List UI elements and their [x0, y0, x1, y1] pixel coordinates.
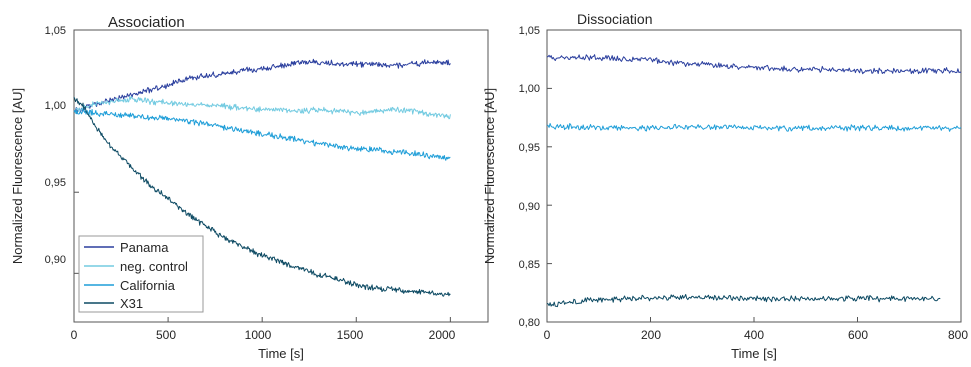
y-tick-label: 0,95 [45, 177, 66, 189]
y-tick-label: 0,95 [519, 142, 540, 154]
x-axis-label: Time [s] [731, 346, 777, 361]
y-tick-label: 0,90 [519, 201, 540, 213]
y-tick-labels: 0,80 0,85 0,90 0,95 1,00 1,05 [519, 25, 540, 329]
x-tick-label: 1000 [245, 328, 272, 342]
x-tick-label: 0 [544, 328, 551, 342]
x-tick-label: 400 [744, 328, 764, 342]
y-tick-label: 0,85 [519, 259, 540, 271]
x-tick-label: 2000 [429, 328, 456, 342]
x-axis-label: Time [s] [258, 346, 304, 361]
legend: Panama neg. control California X31 [78, 235, 204, 313]
axis-ticks [546, 29, 962, 323]
chart-title: Dissociation [577, 11, 652, 27]
x-tick-label: 800 [948, 328, 968, 342]
y-tick-label: 1,05 [519, 25, 540, 37]
y-tick-label: 0,90 [45, 254, 66, 266]
x-tick-label: 600 [848, 328, 868, 342]
series-line-trace-2 [546, 123, 962, 132]
chart-title: Association [108, 14, 185, 31]
dissociation-chart: Dissociation Time [s] Normalized Fluores… [482, 11, 968, 361]
series-group [73, 58, 451, 297]
y-tick-labels: 0,90 0,95 1,00 1,05 [45, 25, 66, 266]
legend-label: Panama [120, 240, 169, 255]
x-tick-label: 0 [71, 328, 78, 342]
series-line-trace-1 [547, 54, 962, 75]
legend-label: California [120, 278, 176, 293]
y-tick-label: 1,00 [45, 100, 66, 112]
series-line-trace-3 [546, 294, 941, 308]
series-line-california [73, 108, 451, 161]
legend-label: X31 [120, 296, 143, 311]
y-axis-label: Normalized Fluorescence [AU] [482, 88, 497, 264]
x-tick-labels: 0 200 400 600 800 [544, 328, 969, 342]
series-line-neg-control [73, 96, 451, 120]
y-tick-label: 0,80 [519, 317, 540, 329]
x-tick-label: 1500 [337, 328, 364, 342]
legend-box [78, 235, 204, 313]
association-chart: Association Time [s] Normalized Fluoresc… [10, 14, 489, 361]
y-axis-label: Normalized Fluorescence [AU] [10, 88, 25, 264]
y-tick-label: 1,05 [45, 25, 66, 37]
x-tick-label: 500 [156, 328, 176, 342]
y-tick-label: 1,00 [519, 83, 540, 95]
series-line-x31 [73, 96, 451, 297]
legend-label: neg. control [120, 259, 188, 274]
series-group [546, 54, 962, 308]
x-tick-label: 200 [641, 328, 661, 342]
plot-frame [73, 29, 489, 323]
plot-frame [546, 29, 962, 323]
series-line-panama [73, 58, 451, 114]
x-tick-labels: 0 500 1000 1500 2000 [71, 328, 456, 342]
